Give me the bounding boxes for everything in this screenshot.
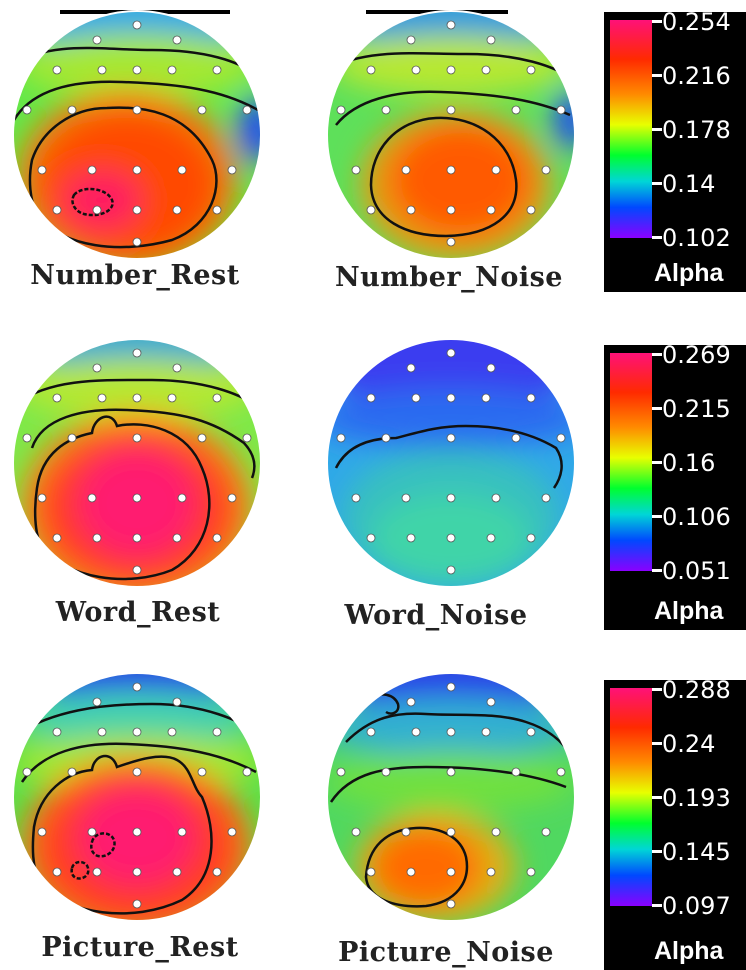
- scale-tick: 0.106: [662, 503, 731, 531]
- topomap-svg: [326, 338, 576, 588]
- scale-tick: 0.145: [662, 838, 731, 866]
- topomap-svg: [326, 10, 576, 260]
- panel-label: Number_Noise: [335, 262, 563, 293]
- topomap-svg: [326, 672, 576, 922]
- scale-tick: 0.288: [662, 680, 731, 704]
- scalp-map-word-rest: [12, 338, 262, 588]
- scale-tick: 0.254: [662, 12, 731, 36]
- scale-tick: 0.16: [662, 449, 716, 477]
- color-bar: [610, 688, 652, 906]
- scale-tick: 0.102: [662, 224, 731, 252]
- scalp-map-number-noise: [326, 10, 576, 260]
- scale-tick: 0.178: [662, 116, 731, 144]
- color-scale-2: 0.269 0.215 0.16 0.106 0.051 Alpha: [604, 345, 746, 630]
- scale-tick: 0.215: [662, 395, 731, 423]
- panel-label: Picture_Noise: [338, 937, 554, 968]
- color-scale-1: 0.254 0.216 0.178 0.14 0.102 Alpha: [604, 12, 746, 292]
- scale-tick: 0.269: [662, 345, 731, 369]
- topomap-svg: [12, 338, 262, 588]
- topomap-svg: [12, 10, 262, 260]
- panel-label: Picture_Rest: [41, 932, 239, 963]
- scalp-map-picture-rest: [12, 672, 262, 922]
- scale-unit: Alpha: [654, 597, 724, 625]
- scale-tick: 0.051: [662, 557, 731, 585]
- topomap-svg: [12, 672, 262, 922]
- scalp-map-picture-noise: [326, 672, 576, 922]
- scalp-map-word-noise: [326, 338, 576, 588]
- scale-tick: 0.216: [662, 62, 731, 90]
- color-bar: [610, 353, 652, 571]
- scale-tick: 0.193: [662, 784, 731, 812]
- scalp-map-number-rest: [12, 10, 262, 260]
- scale-tick: 0.097: [662, 892, 731, 920]
- scale-unit: Alpha: [654, 937, 724, 965]
- panel-label: Word_Rest: [55, 597, 221, 628]
- color-scale-3: 0.288 0.24 0.193 0.145 0.097 Alpha: [604, 680, 746, 970]
- scale-unit: Alpha: [654, 259, 724, 287]
- scale-tick: 0.24: [662, 730, 716, 758]
- panel-label: Word_Noise: [344, 600, 528, 631]
- scale-tick: 0.14: [662, 170, 716, 198]
- panel-label: Number_Rest: [30, 260, 240, 291]
- color-bar: [610, 20, 652, 238]
